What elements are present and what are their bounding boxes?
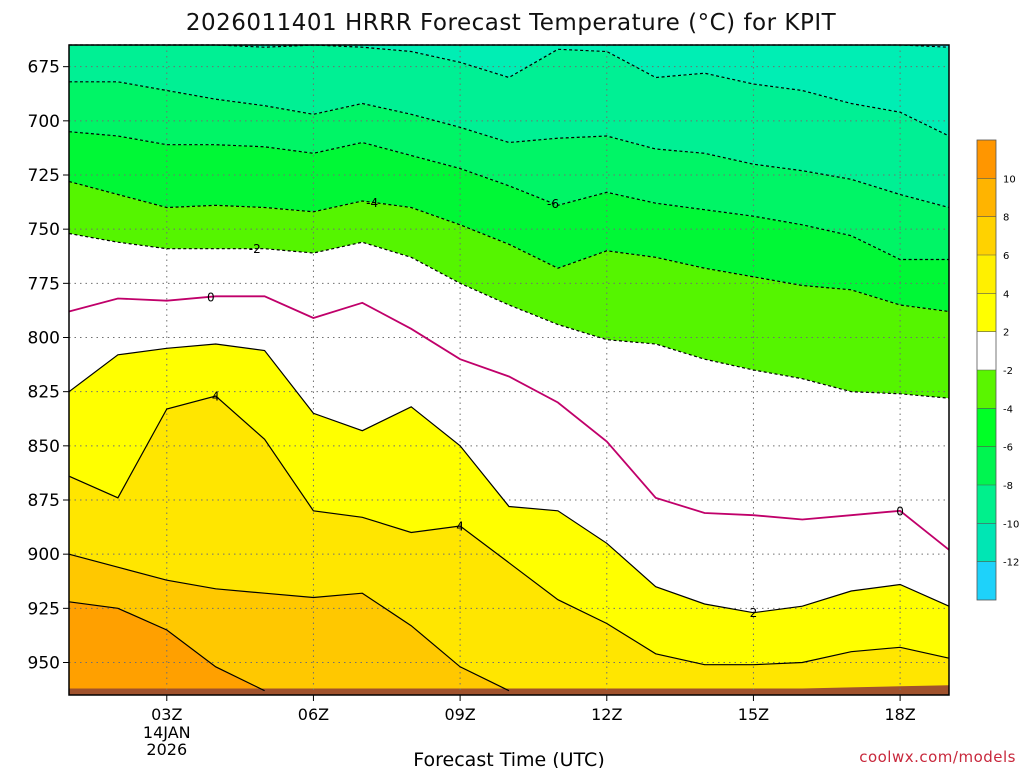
y-tick-label: 750 bbox=[28, 220, 60, 240]
x-tick-date-label: 14JAN bbox=[143, 723, 191, 742]
x-tick-label: 03Z bbox=[151, 705, 182, 724]
y-tick-label: 925 bbox=[28, 599, 60, 619]
isotherm-label: 2 bbox=[750, 606, 758, 620]
colorbar-segment bbox=[977, 255, 996, 294]
x-tick-label: 06Z bbox=[298, 705, 329, 724]
chart-title: 2026011401 HRRR Forecast Temperature (°C… bbox=[186, 10, 837, 36]
y-tick-label: 800 bbox=[28, 329, 60, 349]
svg-text:2: 2 bbox=[750, 606, 758, 620]
band-4-to-6 bbox=[69, 396, 949, 695]
isotherm-0 bbox=[68, 295, 950, 551]
colorbar-tick-label: -4 bbox=[1003, 404, 1013, 415]
colorbar-segment bbox=[977, 178, 996, 217]
x-axis-label: Forecast Time (UTC) bbox=[413, 749, 604, 768]
svg-text:4: 4 bbox=[456, 520, 464, 534]
y-axis-ticks: 675 700 725 750 775 800 825 850 875 900 925 950 bbox=[28, 58, 69, 674]
colorbar-tick-label: 6 bbox=[1003, 251, 1009, 262]
site-credit: coolwx.com/models bbox=[859, 748, 1016, 766]
colorbar-tick-label: -10 bbox=[1003, 519, 1019, 530]
isotherm-label: 4 bbox=[212, 390, 220, 404]
colorbar-segment bbox=[977, 561, 996, 600]
colorbar-segment bbox=[977, 216, 996, 255]
colorbar: -12 -10 -8 -6 -4 -2 2 4 6 8 10 bbox=[976, 139, 1019, 601]
x-tick-label: 15Z bbox=[738, 705, 769, 724]
x-tick-label: 09Z bbox=[444, 705, 475, 724]
isotherm-label: 4 bbox=[456, 520, 464, 534]
colorbar-tick-label: 10 bbox=[1003, 174, 1016, 185]
band-minus-8-to-minus-6 bbox=[69, 81, 949, 260]
x-tick-date-label: 2026 bbox=[146, 740, 187, 759]
svg-text:0: 0 bbox=[207, 290, 215, 304]
y-tick-label: 875 bbox=[28, 491, 60, 511]
svg-text:4: 4 bbox=[212, 390, 220, 404]
band-2-to-4 bbox=[69, 344, 949, 665]
colorbar-tick-label: -2 bbox=[1003, 366, 1013, 377]
svg-text:0: 0 bbox=[896, 504, 904, 518]
svg-text:-2: -2 bbox=[249, 242, 261, 256]
isotherm-label: 0 bbox=[896, 504, 904, 518]
svg-text:-4: -4 bbox=[366, 196, 378, 210]
isotherm-label: -2 bbox=[249, 242, 261, 256]
colorbar-tick-label: -12 bbox=[1003, 558, 1019, 569]
isotherm--2 bbox=[68, 232, 950, 399]
colorbar-segment bbox=[977, 293, 996, 332]
colorbar-segment bbox=[977, 485, 996, 524]
colorbar-segment bbox=[977, 523, 996, 562]
y-tick-label: 900 bbox=[28, 545, 60, 565]
isotherm-label: -4 bbox=[366, 196, 378, 210]
colorbar-segment bbox=[977, 331, 996, 370]
colorbar-tick-label: -6 bbox=[1003, 443, 1013, 454]
y-tick-label: 675 bbox=[28, 58, 60, 78]
isotherm-label: -6 bbox=[547, 197, 559, 211]
colorbar-segment bbox=[977, 140, 996, 179]
colorbar-segment bbox=[977, 370, 996, 409]
colorbar-segment bbox=[977, 408, 996, 447]
colorbar-segment bbox=[977, 446, 996, 485]
band-minus-2-to-2 bbox=[69, 233, 949, 613]
colorbar-tick-label: 2 bbox=[1003, 328, 1009, 339]
y-tick-label: 950 bbox=[28, 654, 60, 674]
y-tick-label: 825 bbox=[28, 383, 60, 403]
band-minus-4-to-minus-2 bbox=[69, 181, 949, 399]
colorbar-tick-label: -8 bbox=[1003, 481, 1013, 492]
band-minus-6-to-minus-4 bbox=[69, 131, 949, 312]
band-above-8 bbox=[69, 601, 949, 695]
x-tick-label: 12Z bbox=[591, 705, 622, 724]
isotherm--4 bbox=[68, 180, 950, 313]
colorbar-tick-label: 4 bbox=[1003, 289, 1009, 300]
y-tick-label: 725 bbox=[28, 166, 60, 186]
y-tick-label: 775 bbox=[28, 274, 60, 294]
temperature-fill-bands bbox=[69, 45, 949, 695]
isotherm-8 bbox=[68, 601, 265, 692]
band-6-to-8 bbox=[69, 554, 949, 695]
y-tick-label: 700 bbox=[28, 112, 60, 132]
isotherm-4 bbox=[68, 395, 950, 666]
isotherm-label: 0 bbox=[207, 290, 215, 304]
band-minus-10-to-minus-8 bbox=[69, 45, 949, 208]
plot-frame bbox=[68, 44, 950, 696]
colorbar-tick-label: 8 bbox=[1003, 213, 1009, 224]
isotherm-labels: -4 -6 -2 0 0 4 4 2 bbox=[207, 196, 904, 620]
x-tick-label: 18Z bbox=[884, 705, 915, 724]
isotherm--6 bbox=[68, 131, 949, 261]
y-tick-label: 850 bbox=[28, 437, 60, 457]
svg-text:-6: -6 bbox=[547, 197, 559, 211]
isotherm-2 bbox=[68, 343, 950, 614]
isotherm-6 bbox=[68, 553, 510, 692]
